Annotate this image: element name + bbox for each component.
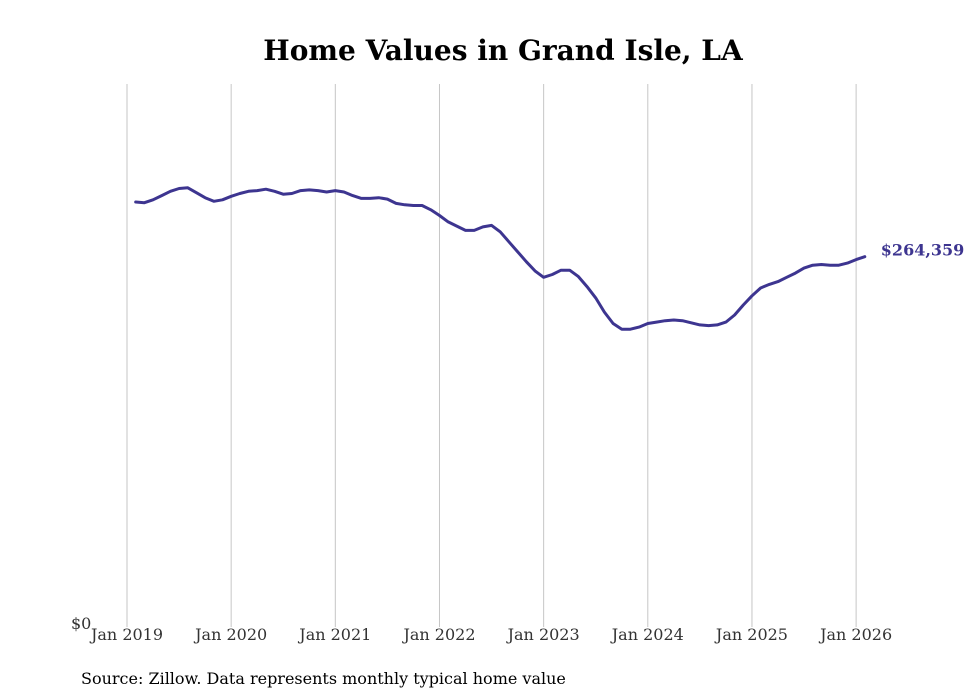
x-tick-label: Jan 2020 [193, 625, 267, 644]
endpoint-layer: $264,359 [881, 241, 965, 260]
series-layer [134, 186, 867, 331]
source-note: Source: Zillow. Data represents monthly … [81, 669, 566, 688]
series-line [134, 186, 867, 331]
x-tick-label: Jan 2024 [610, 625, 684, 644]
x-tick-label: Jan 2023 [506, 625, 580, 644]
x-tick-label: Jan 2022 [401, 625, 475, 644]
end-value-label: $264,359 [881, 241, 965, 260]
x-axis: Jan 2019 Jan 2020 Jan 2021 Jan 2022 Jan 2023… [89, 625, 892, 644]
x-tick-label: Jan 2021 [297, 625, 371, 644]
x-tick-label: Jan 2025 [714, 625, 788, 644]
x-tick-label: Jan 2019 [89, 625, 163, 644]
gridlines [126, 84, 857, 627]
y-axis: $0 [71, 614, 91, 633]
chart-title: Home Values in Grand Isle, LA [263, 34, 744, 67]
y-tick-label: $0 [71, 614, 91, 633]
x-tick-label: Jan 2026 [818, 625, 892, 644]
